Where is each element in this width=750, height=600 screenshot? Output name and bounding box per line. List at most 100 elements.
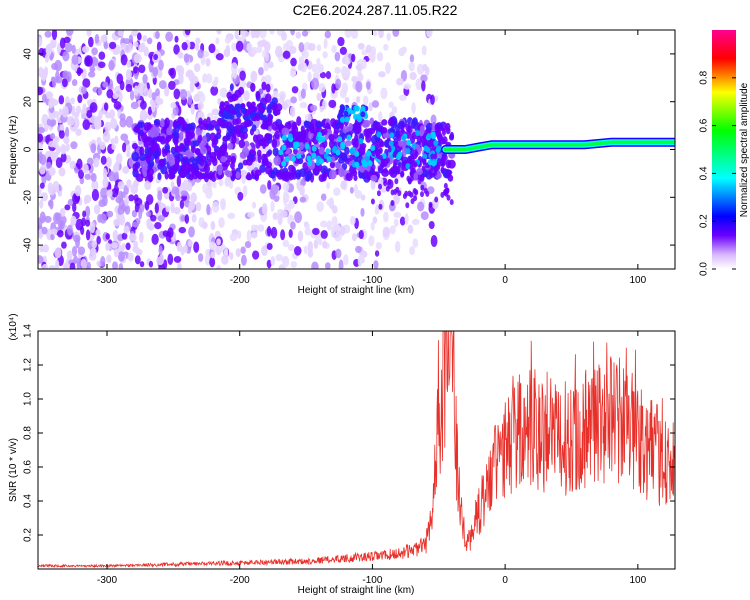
spectrogram-cell [78,169,85,180]
spectrogram-cell [401,146,408,157]
spectrogram-cell [290,155,296,162]
spectrogram-cell [187,239,193,248]
spectrogram-cell [235,171,241,179]
spectrogram-cell [211,140,217,149]
spectrogram-cell [428,168,433,175]
spectrogram-cell [298,168,307,177]
spectrogram-cell [89,102,98,113]
spectrogram-cell [272,147,279,157]
spectrogram-cell [350,30,359,39]
spectrogram-cell [124,194,129,207]
spectrogram-cell [170,202,175,214]
spectrogram-cell [126,144,131,153]
spectrogram-cell [230,161,235,170]
spectrogram-cell [122,142,127,153]
spectrogram-cell [220,198,226,210]
snr-frame [37,330,676,570]
spectrogram-cell [447,174,454,182]
spectrogram-cell [313,167,319,176]
spectrogram-cell [113,218,122,227]
spectrogram-cell [398,94,407,101]
spectrogram-cell [80,86,87,95]
y-tick-label: 0.8 [23,426,34,440]
spectrogram-cell [434,123,441,132]
spectrogram-cell [240,254,247,266]
spectrogram-cell [261,81,267,91]
spectrogram-cell [387,179,392,186]
spectrogram-cell [332,145,338,152]
spectrogram-cell [358,170,365,179]
spectrogram-cell [259,184,267,194]
spectrogram-cell [229,252,234,261]
spectrogram-cell [55,145,61,155]
spectrogram-cell [425,190,430,197]
spectrogram-cell [132,221,140,228]
spectrogram-cell [80,226,85,235]
spectrogram-cell [99,213,107,224]
spectrogram-cell [44,30,52,38]
spectrogram-cell [385,185,390,192]
spectrogram-cell [322,99,328,110]
spectrogram-cell [274,130,281,140]
spectrogram-cell [241,107,247,114]
spectrogram-cell [215,53,224,61]
spectrogram-cell [272,212,279,220]
spectrogram-cell [378,203,383,210]
spectrogram-cell [157,190,163,202]
spectrogram-cell [273,194,280,202]
spectrogram-cell [48,112,56,120]
spectrogram-cell [251,124,257,132]
spectrogram-cell [143,46,149,57]
spectrogram-cell [406,175,411,182]
spectrogram-cell [122,166,130,174]
spectrogram-cell [156,256,164,266]
spectrogram-cell [139,153,147,161]
spectrogram-cell [411,102,416,114]
spectrogram-cell [183,244,188,253]
spectrogram-cell [316,92,322,102]
spectrogram-cell [419,125,425,135]
snr-x-label: Height of straight line (km) [298,585,415,596]
spectrogram-cell [218,179,224,187]
spectrogram-cell [258,67,264,76]
spectrogram-cell [51,30,58,41]
spectrogram-cell [111,242,118,249]
spectrogram-cell [304,121,312,129]
spectrogram-cell [72,202,77,213]
spectrogram-cell [117,181,125,190]
spectrogram-cell [179,169,187,179]
spectrogram-cell [88,36,94,48]
spectrogram-cell [388,140,394,147]
spectrogram-cell [138,207,143,220]
spectrogram-cell [163,85,170,97]
spectrogram-cell [339,46,347,55]
spectrogram-cell [331,44,337,54]
spectrogram-cell [238,139,246,149]
spectrogram-cell [340,180,347,190]
spectrogram-cell [293,143,299,150]
spectrogram-cell [128,34,134,44]
spectrogram-cell [329,161,336,169]
spectrogram-cell [344,140,352,147]
spectrogram-cell [267,61,274,69]
spectrogram-cell [211,201,220,213]
spectrogram-cell [128,194,135,202]
spectrogram-cell [277,213,283,226]
spectrogram-cell [137,121,146,129]
spectrogram-cell [220,155,227,163]
colorbar-tick-label: 0.4 [699,166,710,180]
spectrogram-cell [138,64,146,74]
spectrogram-cell [330,226,336,238]
spectrogram-cell [337,136,343,143]
spectrogram-cell [307,160,313,167]
spectrogram-cell [44,53,50,63]
spectrogram-cell [59,37,66,49]
spectrogram-cell [242,185,248,197]
spectrogram-cell [370,178,376,190]
spectrogram-cell [97,87,103,96]
spectrogram-cell [382,226,391,238]
spectrogram-cell [183,53,190,63]
spectrogram-cell [94,33,100,44]
snr-series-line [38,331,675,569]
y-tick-label: 1.2 [23,358,34,372]
